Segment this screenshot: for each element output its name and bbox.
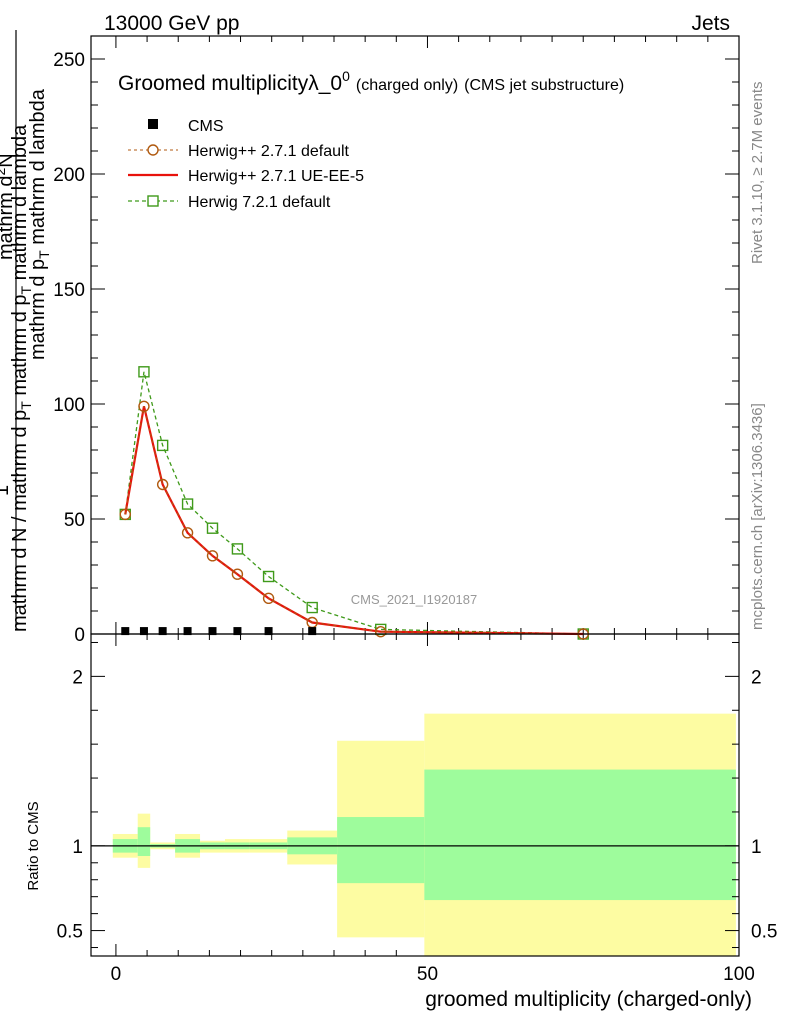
main-title: Groomed multiplicityλ_00(charged only) (C… xyxy=(118,68,624,95)
series-herwigpp-default-line xyxy=(124,406,584,635)
herwigpp-default-marker xyxy=(262,592,275,605)
cms-data-marker xyxy=(158,627,167,636)
herwig721-marker xyxy=(138,366,150,378)
herwig721-marker xyxy=(306,601,318,614)
ratio-y-tick-label-right: 0.5 xyxy=(751,922,777,943)
cms-data-marker xyxy=(183,627,192,636)
x-axis-label: groomed multiplicity (charged-only) xyxy=(425,988,752,1011)
ratio-band-inner xyxy=(137,827,151,857)
x-tick-label: 0 xyxy=(111,964,122,985)
ratio-ylabel: Ratio to CMS xyxy=(25,801,42,890)
main-panel: 0 50 100 150 200 250 xyxy=(53,35,740,956)
cms-data-marker xyxy=(208,627,217,636)
main-y-tick-label: 0 xyxy=(74,625,85,646)
legend-herwig721-marker xyxy=(147,195,159,207)
legend-label: Herwig 7.2.1 default xyxy=(188,194,331,211)
ylabel-denominator: mathrm d N / mathrm d pT mathrm d pT mat… xyxy=(9,124,34,632)
ratio-y-tick-label: 2 xyxy=(72,667,83,688)
ylabel-numerator-one: 1 xyxy=(0,485,13,496)
herwigpp-default-marker xyxy=(231,568,244,580)
herwig721-marker xyxy=(231,543,244,555)
cms-data-marker xyxy=(139,627,148,636)
herwig721-marker xyxy=(181,498,194,510)
main-ylabel: mathrm d N / mathrm d pT mathrm d pT mat… xyxy=(0,30,52,632)
ratio-band-inner xyxy=(424,769,736,901)
ylabel-line2: mathrm d pT mathrm d lambda xyxy=(27,88,52,360)
herwigpp-default-marker xyxy=(156,478,169,491)
ratio-y-tick-label-right: 2 xyxy=(751,667,762,688)
x-tick-label: 100 xyxy=(723,964,755,985)
ratio-y-tick-label: 0.5 xyxy=(57,922,83,943)
analysis-watermark: CMS_2021_I1920187 xyxy=(351,592,478,607)
legend-label: CMS xyxy=(188,118,224,135)
herwigpp-default-marker xyxy=(138,400,150,412)
header-jets: Jets xyxy=(691,12,730,35)
herwigpp-default-marker xyxy=(206,550,219,562)
cms-data-marker xyxy=(308,627,317,636)
ratio-frame xyxy=(90,633,740,957)
herwig721-marker xyxy=(206,522,219,534)
legend-label: Herwig++ 2.7.1 UE-EE-5 xyxy=(188,168,364,185)
main-y-tick-label: 50 xyxy=(64,510,85,531)
main-y-tick-label: 200 xyxy=(53,165,85,186)
legend: CMS Herwig++ 2.7.1 default Herwig++ 2.7.1 … xyxy=(128,118,364,211)
x-tick-label: 50 xyxy=(417,964,438,985)
herwigpp-default-marker xyxy=(181,527,194,539)
herwig721-marker xyxy=(262,570,275,583)
ratio-panel: 0 50 100 0.5 0.5 1 1 2 2 xyxy=(57,633,777,985)
ratio-y-tick-label: 1 xyxy=(72,837,83,858)
herwigpp-default-marker xyxy=(375,626,387,638)
cms-data-marker xyxy=(121,627,130,636)
cms-data-marker xyxy=(264,627,273,636)
ratio-y-tick-label-right: 1 xyxy=(751,837,762,858)
main-y-tick-label: 100 xyxy=(53,395,85,416)
herwigpp-default-marker xyxy=(119,508,131,521)
legend-cms-marker xyxy=(148,119,158,129)
legend-label: Herwig++ 2.7.1 default xyxy=(188,143,350,160)
rivet-caption: Rivet 3.1.10, ≥ 2.7M events xyxy=(749,82,766,265)
cms-data-marker xyxy=(233,627,242,636)
legend-herwigpp-default-marker xyxy=(147,144,159,156)
ratio-band-inner xyxy=(337,817,425,884)
mcplots-caption: mcplots.cern.ch [arXiv:1306.3436] xyxy=(749,403,766,630)
ylabel-line1: mathrm d2N xyxy=(0,153,17,260)
header-energy: 13000 GeV pp xyxy=(104,12,239,35)
main-y-tick-label: 150 xyxy=(53,280,85,301)
main-y-tick-label: 250 xyxy=(53,50,85,71)
herwig721-marker xyxy=(156,439,169,452)
